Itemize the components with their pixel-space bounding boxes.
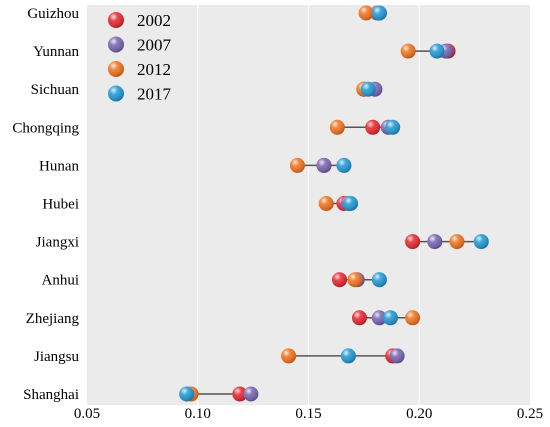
y-tick-label: Jiangxi [36,235,79,251]
legend-marker [108,61,124,77]
y-tick-label: Yunnan [33,44,79,60]
data-point [347,272,363,288]
y-tick-label: Jiangsu [34,349,80,365]
data-point [340,348,356,364]
x-tick-label: 0.20 [406,406,432,422]
data-point [316,157,332,173]
data-point [371,272,387,288]
data-point [429,43,445,59]
data-point [351,310,367,326]
data-point [405,310,421,326]
y-tick-label: Guizhou [27,6,79,22]
legend-label: 2002 [137,11,171,30]
data-point [473,234,489,250]
y-tick-label: Sichuan [31,82,80,98]
data-point [371,310,387,326]
data-point [405,234,421,250]
y-tick-label: Hubei [42,197,79,213]
data-point [382,310,398,326]
x-axis-labels: 0.05 0.10 0.15 0.20 0.25 [74,406,543,422]
data-point [243,386,259,402]
y-axis-labels: Guizhou Yunnan Sichuan Chongqing Hunan Hubei J… [12,6,79,403]
x-tick-label: 0.25 [517,406,543,422]
legend-label: 2007 [137,36,172,55]
y-tick-label: Chongqing [12,120,79,136]
legend-label: 2012 [137,60,171,79]
data-point [179,386,195,402]
y-tick-label: Anhui [42,273,80,289]
data-point [385,119,401,135]
data-point [232,386,248,402]
data-point [389,348,405,364]
data-point [343,196,359,211]
data-point [427,234,443,250]
x-tick-label: 0.15 [295,406,321,422]
data-point [360,81,376,97]
y-tick-label: Hunan [39,158,79,174]
legend-marker [108,85,124,102]
legend: 2002 2007 2012 2017 [108,11,172,104]
data-point [281,348,297,364]
y-tick-label: Shanghai [23,387,79,403]
data-point [289,157,305,173]
data-point [365,119,381,135]
legend-label: 2017 [137,85,172,104]
data-point [400,43,416,59]
data-point [329,119,345,135]
data-point [318,196,334,211]
grid [197,5,420,405]
legend-marker [108,12,124,28]
x-tick-label: 0.05 [74,406,100,422]
data-point [449,234,465,250]
data-point [358,5,374,21]
x-tick-label: 0.10 [185,406,211,422]
data-point [336,157,352,173]
y-tick-label: Zhejiang [26,311,80,327]
data-point [332,272,348,288]
data-point [371,5,387,21]
data-points [179,5,489,402]
legend-marker [108,36,124,53]
